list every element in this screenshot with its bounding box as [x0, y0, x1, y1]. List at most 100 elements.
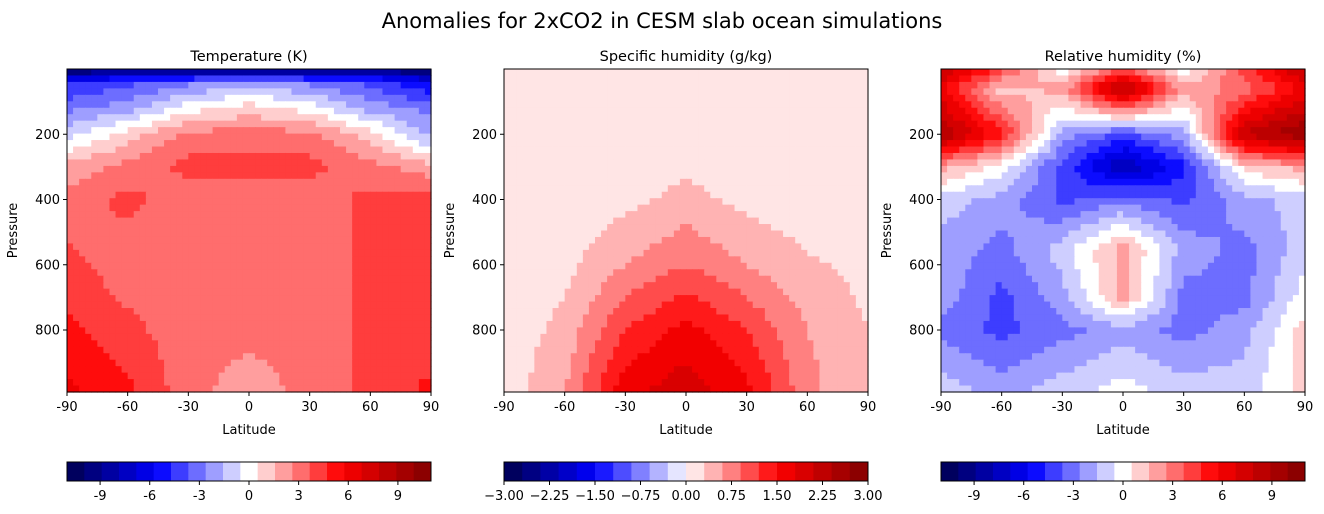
x-tick-label: 30: [1175, 400, 1192, 415]
colorbar-segment: [831, 462, 851, 481]
colorbar-tick-label: −0.75: [621, 489, 661, 504]
x-tick-label: 60: [1236, 400, 1253, 415]
contour-field: [504, 69, 869, 393]
colorbar-segment: [1114, 462, 1133, 481]
x-axis-label: Latitude: [222, 423, 276, 438]
colorbar-segment: [613, 462, 632, 481]
colorbar-segment: [240, 462, 259, 481]
colorbar-segment: [595, 462, 614, 481]
colorbar-tick-label: 1.50: [763, 489, 792, 504]
colorbar-segment: [504, 462, 523, 481]
colorbar-tick-label: 6: [344, 489, 352, 504]
colorbar-tick-label: −2.25: [530, 489, 570, 504]
x-tick-label: 0: [1119, 400, 1127, 415]
colorbar-segment: [1287, 462, 1306, 481]
colorbar-segment: [413, 462, 432, 481]
colorbar-segment: [1201, 462, 1219, 481]
x-axis: -90 -60 -30 0 30 60 90: [930, 392, 1313, 415]
colorbar-segment: [67, 462, 85, 481]
colorbar-segment: [292, 462, 311, 481]
y-tick-label: 800: [472, 324, 497, 339]
colorbar-segment: [1027, 462, 1046, 481]
x-axis: -90 -60 -30 0 30 60 90: [56, 392, 439, 415]
x-tick-label: 90: [1297, 400, 1314, 415]
x-tick-label: -90: [930, 400, 951, 415]
x-tick-label: 60: [362, 400, 379, 415]
colorbar-segment: [758, 462, 778, 481]
colorbar-segment: [1218, 462, 1237, 481]
x-tick-label: 30: [738, 400, 755, 415]
colorbar-segment: [1062, 462, 1081, 481]
colorbar-tick-label: -9: [968, 489, 981, 504]
x-tick-label: 90: [860, 400, 877, 415]
y-axis: 200 400 600 800: [35, 128, 67, 339]
x-tick-label: -60: [554, 400, 575, 415]
colorbar-segment: [379, 462, 397, 481]
colorbar-tick-label: 9: [1268, 489, 1276, 504]
colorbar-segment: [153, 462, 172, 481]
colorbar-segment: [740, 462, 760, 481]
colorbar-tick-label: -6: [143, 489, 156, 504]
colorbar-segment: [1079, 462, 1098, 481]
colorbar-tick-label: 0.00: [672, 489, 701, 504]
x-tick-label: -30: [615, 400, 636, 415]
colorbar-tick-label: 3.00: [854, 489, 883, 504]
colorbar-tick-label: -3: [1067, 489, 1080, 504]
colorbar-segment: [649, 462, 669, 481]
panel-title: Relative humidity (%): [1045, 49, 1202, 65]
x-tick-label: 90: [423, 400, 440, 415]
y-axis: 200 400 600 800: [472, 128, 504, 339]
colorbar-segment: [704, 462, 723, 481]
y-axis-label: Pressure: [880, 203, 895, 259]
colorbar-segment: [975, 462, 994, 481]
colorbar-tick-label: −3.00: [484, 489, 524, 504]
panel-title: Temperature (K): [189, 49, 307, 65]
figure-title: Anomalies for 2xCO2 in CESM slab ocean s…: [382, 9, 943, 33]
colorbar-tick-label: 3: [294, 489, 302, 504]
y-tick-label: 400: [472, 193, 497, 208]
x-tick-label: 0: [682, 400, 690, 415]
panel-3: Relative humidity (%) -90 -60 -30 0 30 60 90 Lat…: [880, 49, 1313, 504]
x-tick-label: 30: [301, 400, 318, 415]
y-tick-label: 800: [909, 324, 934, 339]
colorbar-segment: [1183, 462, 1202, 481]
colorbar-segment: [1045, 462, 1063, 481]
x-tick-label: -90: [56, 400, 77, 415]
colorbar-segment: [1097, 462, 1115, 481]
colorbar-tick-label: 0: [245, 489, 253, 504]
y-axis: 200 400 600 800: [909, 128, 941, 339]
x-tick-label: -30: [178, 400, 199, 415]
y-tick-label: 800: [35, 324, 60, 339]
colorbar-segment: [522, 462, 541, 481]
colorbar-segment: [849, 462, 869, 481]
x-tick-label: 60: [799, 400, 816, 415]
colorbar: -9 -6 -3 0 3 6 9: [66, 461, 432, 504]
colorbar-segment: [275, 462, 293, 481]
colorbar-segment: [722, 462, 742, 481]
x-axis-label: Latitude: [1096, 423, 1150, 438]
y-tick-label: 200: [909, 128, 934, 143]
colorbar-segment: [84, 462, 103, 481]
panel-2: Specific humidity (g/kg) -90 -60 -30 0 30 60 90…: [443, 49, 882, 504]
x-axis-label: Latitude: [659, 423, 713, 438]
colorbar-segment: [396, 462, 415, 481]
colorbar-segment: [540, 462, 560, 481]
colorbar: −3.00 −2.25 −1.50 −0.75 0.00 0.75 1.50 2.25 3.00: [484, 461, 883, 504]
colorbar-segment: [777, 462, 796, 481]
panel-title: Specific humidity (g/kg): [600, 49, 773, 65]
x-tick-label: -60: [991, 400, 1012, 415]
colorbar-segment: [958, 462, 977, 481]
y-tick-label: 400: [35, 193, 60, 208]
x-tick-label: -30: [1052, 400, 1073, 415]
colorbar-segment: [1131, 462, 1150, 481]
colorbar-segment: [667, 462, 687, 481]
colorbar-segment: [205, 462, 224, 481]
colorbar: -9 -6 -3 0 3 6 9: [940, 461, 1306, 504]
colorbar-segment: [309, 462, 328, 481]
panel-1: Temperature (K) -90 -60 -30 0 30 60 90 Latitude 2…: [6, 49, 439, 504]
colorbar-tick-label: 6: [1218, 489, 1226, 504]
colorbar-segment: [941, 462, 959, 481]
x-tick-label: -60: [117, 400, 138, 415]
colorbar-segment: [576, 462, 596, 481]
